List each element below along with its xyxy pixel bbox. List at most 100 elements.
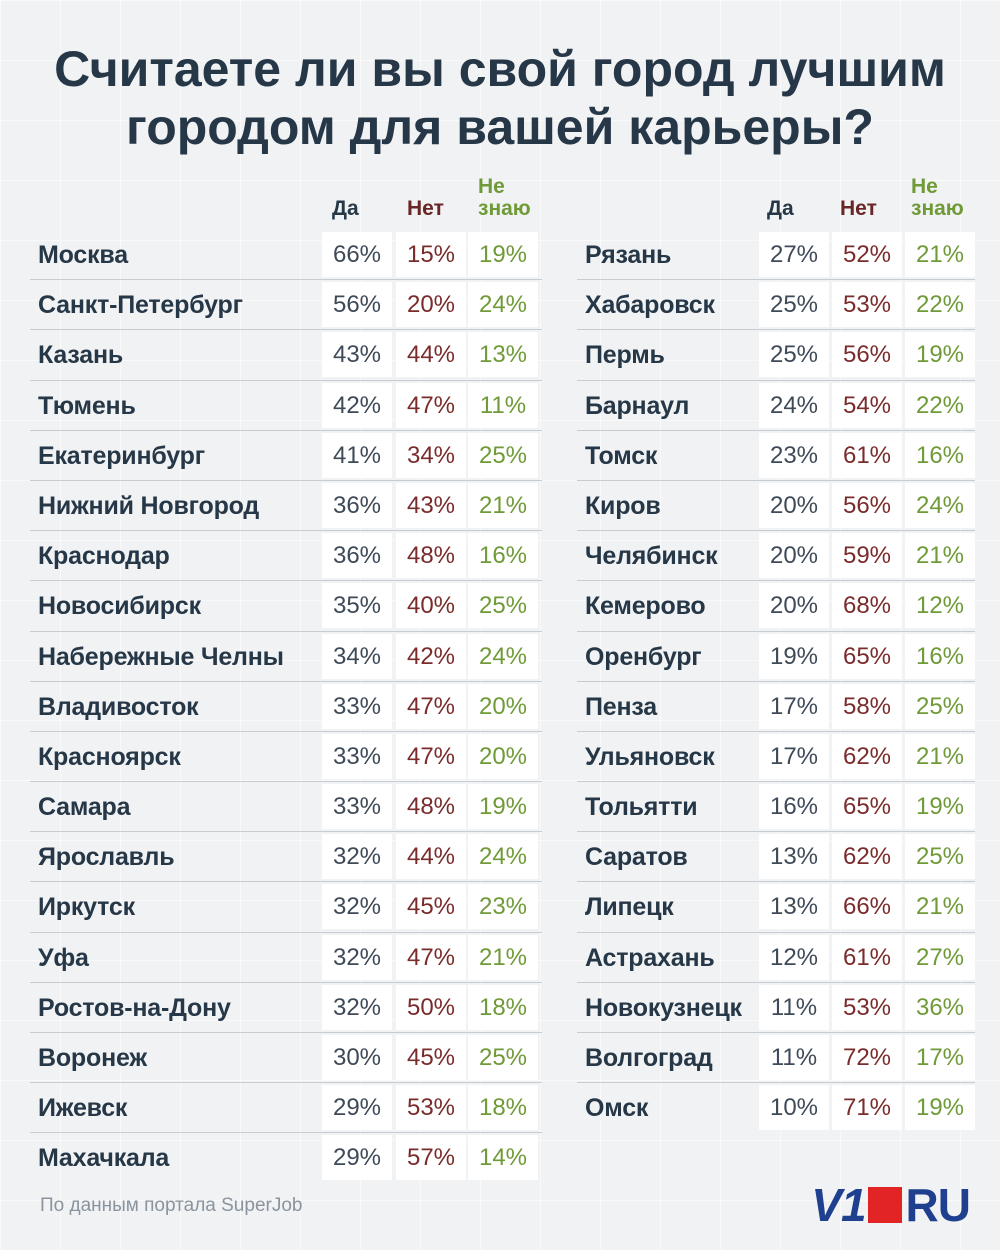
table-row: Саратов 13% 62% 25% xyxy=(577,832,975,883)
table-row: Уфа 32% 47% 21% xyxy=(30,933,542,983)
cell-no: 44% xyxy=(396,834,466,880)
table-row: Челябинск 20% 59% 21% xyxy=(577,531,975,582)
table-row: Краснодар 36% 48% 16% xyxy=(30,531,542,582)
cell-dont-know: 19% xyxy=(468,784,538,830)
cell-yes: 32% xyxy=(322,884,392,930)
cell-no: 48% xyxy=(396,784,466,830)
city-name: Киров xyxy=(585,491,661,520)
table-row: Нижний Новгород 36% 43% 21% xyxy=(30,481,542,532)
cell-dont-know: 25% xyxy=(905,834,975,880)
table-left: Да Нет Не знаю Москва 66% 15% 19% Санкт-Пете… xyxy=(30,170,542,1184)
header-dk-line1: Не xyxy=(478,175,505,198)
table-row: Омск 10% 71% 19% xyxy=(577,1083,975,1133)
cell-no: 61% xyxy=(832,934,902,980)
table-row: Екатеринбург 41% 34% 25% xyxy=(30,431,542,481)
cell-no: 43% xyxy=(396,482,466,528)
table-row: Ростов-на-Дону 32% 50% 18% xyxy=(30,983,542,1033)
rows-right: Рязань 27% 52% 21% Хабаровск 25% 53% 22% Пермь 25… xyxy=(577,230,975,1133)
city-name: Ярославль xyxy=(38,843,175,872)
cell-dont-know: 24% xyxy=(468,282,538,328)
page-title: Считаете ли вы свой город лучшим городом… xyxy=(0,40,1000,156)
logo-v1: V1 xyxy=(811,1179,866,1231)
cell-dont-know: 19% xyxy=(905,332,975,378)
table-row: Москва 66% 15% 19% xyxy=(30,230,542,281)
cell-no: 40% xyxy=(396,583,466,629)
cell-dont-know: 27% xyxy=(905,934,975,980)
cell-dont-know: 11% xyxy=(468,382,538,428)
city-name: Тюмень xyxy=(38,391,136,420)
cell-dont-know: 22% xyxy=(905,382,975,428)
city-name: Липецк xyxy=(585,893,674,922)
table-row: Владивосток 33% 47% 20% xyxy=(30,682,542,732)
cell-yes: 30% xyxy=(322,1035,392,1080)
table-row: Воронеж 30% 45% 25% xyxy=(30,1033,542,1084)
cell-dont-know: 25% xyxy=(905,683,975,729)
city-name: Астрахань xyxy=(585,943,715,972)
city-name: Москва xyxy=(38,241,128,269)
city-name: Красноярск xyxy=(38,742,181,771)
cell-no: 45% xyxy=(396,884,466,930)
cell-dont-know: 21% xyxy=(905,533,975,579)
cell-no: 15% xyxy=(396,232,466,277)
table-row: Махачкала 29% 57% 14% xyxy=(30,1133,542,1183)
city-name: Санкт-Петербург xyxy=(38,291,243,320)
table-row: Самара 33% 48% 19% xyxy=(30,782,542,833)
cell-yes: 10% xyxy=(759,1085,829,1131)
city-name: Оренбург xyxy=(585,642,702,671)
cell-dont-know: 20% xyxy=(468,733,538,779)
city-name: Набережные Челны xyxy=(38,642,284,671)
v1ru-logo[interactable]: V1 RU xyxy=(811,1179,971,1231)
cell-no: 53% xyxy=(832,984,902,1030)
source-note: По данным портала SuperJob xyxy=(40,1195,303,1216)
cell-yes: 20% xyxy=(759,583,829,629)
city-name: Саратов xyxy=(585,843,688,872)
cell-no: 47% xyxy=(396,733,466,779)
cell-dont-know: 18% xyxy=(468,1085,538,1131)
cell-no: 72% xyxy=(832,1035,902,1080)
table-row: Красноярск 33% 47% 20% xyxy=(30,732,542,783)
table-row: Астрахань 12% 61% 27% xyxy=(577,933,975,983)
city-name: Челябинск xyxy=(585,542,718,571)
cell-dont-know: 16% xyxy=(468,533,538,579)
cell-yes: 29% xyxy=(322,1085,392,1131)
cell-dont-know: 25% xyxy=(468,432,538,478)
cell-dont-know: 23% xyxy=(468,884,538,930)
rows-left: Москва 66% 15% 19% Санкт-Петербург 56% 20% 24% К… xyxy=(30,230,542,1184)
city-name: Новосибирск xyxy=(38,592,201,621)
cell-dont-know: 13% xyxy=(468,332,538,378)
header-no: Нет xyxy=(840,197,877,220)
city-name: Волгоград xyxy=(585,1044,713,1072)
cell-yes: 33% xyxy=(322,733,392,779)
cell-yes: 35% xyxy=(322,583,392,629)
cell-no: 34% xyxy=(396,432,466,478)
table-row: Рязань 27% 52% 21% xyxy=(577,230,975,281)
cell-yes: 33% xyxy=(322,784,392,830)
header-no: Нет xyxy=(407,197,444,220)
city-name: Пермь xyxy=(585,341,665,370)
cell-dont-know: 22% xyxy=(905,282,975,328)
cell-no: 56% xyxy=(832,482,902,528)
cell-yes: 32% xyxy=(322,934,392,980)
cell-dont-know: 21% xyxy=(468,482,538,528)
cell-dont-know: 16% xyxy=(905,633,975,679)
cell-yes: 11% xyxy=(759,984,829,1030)
city-name: Казань xyxy=(38,341,124,370)
city-name: Краснодар xyxy=(38,542,170,571)
cell-dont-know: 21% xyxy=(905,733,975,779)
table-right: Да Нет Не знаю Рязань 27% 52% 21% Хабаровск 2… xyxy=(577,170,975,1133)
cell-no: 20% xyxy=(396,282,466,328)
header-dk-line1: Не xyxy=(911,175,938,198)
table-row: Киров 20% 56% 24% xyxy=(577,481,975,532)
table-row: Ярославль 32% 44% 24% xyxy=(30,832,542,883)
city-name: Рязань xyxy=(585,241,672,269)
title-line-2: городом для вашей карьеры? xyxy=(126,99,874,155)
table-row: Томск 23% 61% 16% xyxy=(577,431,975,481)
city-name: Тольятти xyxy=(585,793,698,822)
cell-yes: 29% xyxy=(322,1135,392,1181)
cell-dont-know: 24% xyxy=(468,834,538,880)
header-dont-know: Не знаю xyxy=(911,176,964,220)
table-row: Иркутск 32% 45% 23% xyxy=(30,882,542,933)
cell-yes: 13% xyxy=(759,884,829,930)
table-row: Ульяновск 17% 62% 21% xyxy=(577,732,975,783)
cell-yes: 36% xyxy=(322,482,392,528)
